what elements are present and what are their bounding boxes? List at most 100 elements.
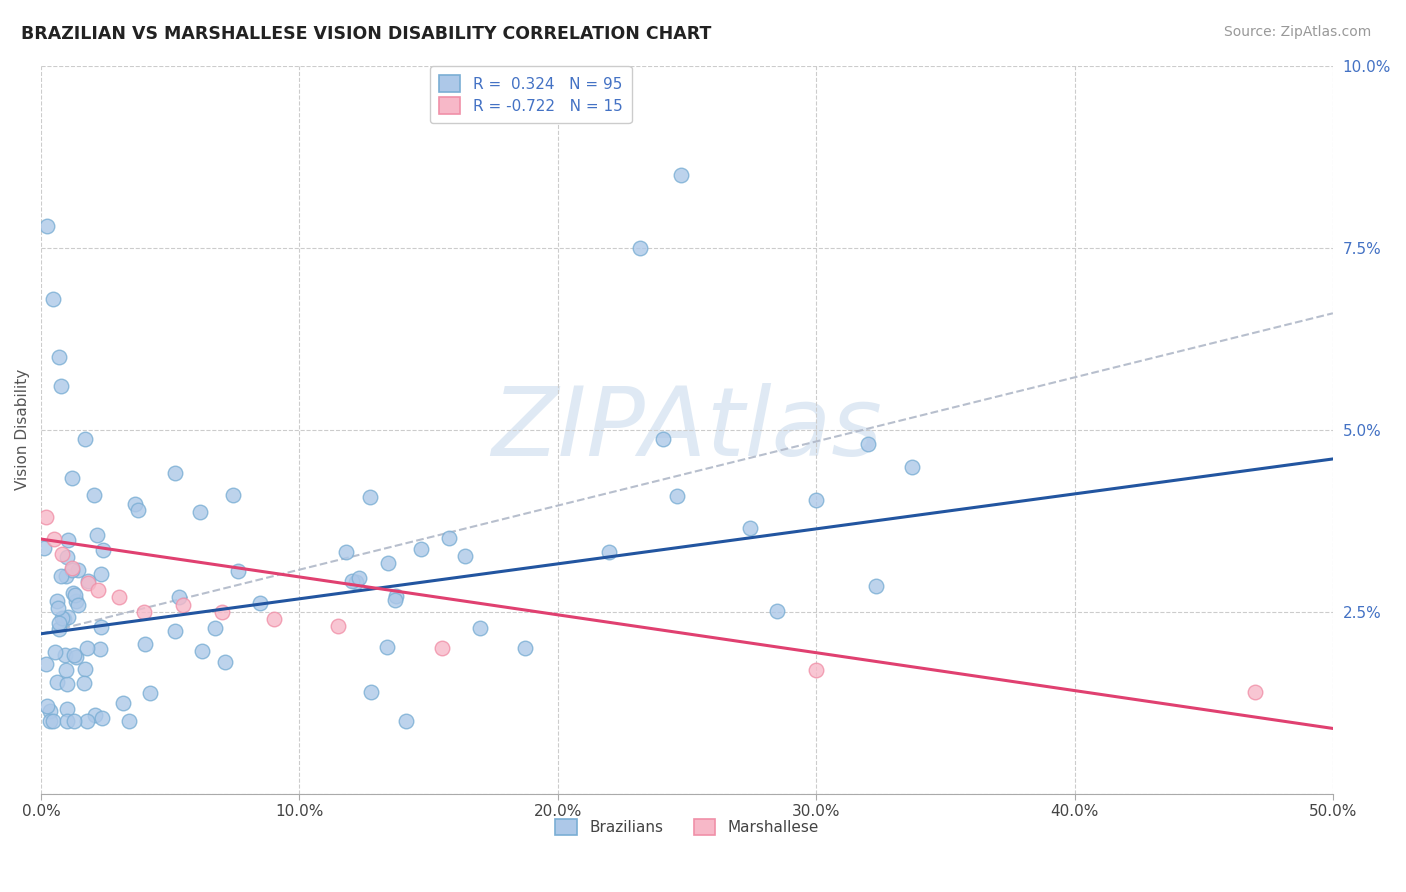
Point (76, 714, 98, 728)
Point (349, 571, 371, 585)
Point (806, 663, 828, 677)
Point (45, 674, 67, 689)
Point (77, 574, 100, 588)
Point (375, 640, 398, 654)
Point (93, 543, 115, 558)
Point (515, 640, 537, 655)
Point (49, 379, 72, 393)
Point (437, 531, 460, 545)
Point (470, 621, 492, 635)
Point (134, 605, 156, 619)
Point (766, 603, 789, 617)
Point (39, 714, 62, 728)
Point (60, 564, 83, 578)
Point (134, 637, 156, 651)
Point (385, 589, 408, 603)
Point (328, 619, 350, 633)
Point (856, 437, 879, 451)
Point (63, 648, 86, 662)
Legend: Brazilians, Marshallese: Brazilians, Marshallese (547, 810, 828, 845)
Point (360, 490, 382, 504)
Point (42, 532, 65, 546)
Point (56, 533, 79, 547)
Point (35, 698, 58, 713)
Point (53, 648, 76, 662)
Point (46, 593, 69, 607)
Point (628, 241, 651, 255)
Point (191, 643, 214, 657)
Text: BRAZILIAN VS MARSHALLESE VISION DISABILITY CORRELATION CHART: BRAZILIAN VS MARSHALLESE VISION DISABILI… (21, 25, 711, 43)
Point (60, 561, 83, 575)
Point (48, 350, 70, 364)
Point (44, 645, 66, 659)
Point (55, 702, 77, 716)
Point (214, 655, 236, 669)
Point (76, 640, 98, 655)
Point (35, 219, 58, 233)
Point (89, 641, 111, 656)
Point (42, 292, 65, 306)
Point (48, 622, 70, 636)
Point (90, 566, 112, 581)
Point (124, 497, 146, 511)
Point (340, 574, 363, 589)
Text: ZIPAtlas: ZIPAtlas (492, 384, 883, 476)
Point (669, 168, 692, 182)
Point (221, 488, 243, 502)
Point (172, 598, 194, 612)
Point (34, 657, 56, 672)
Point (56, 610, 79, 624)
Point (901, 460, 924, 475)
Point (249, 596, 271, 610)
Point (73, 432, 96, 446)
Point (652, 432, 675, 446)
Point (83, 488, 105, 502)
Point (360, 685, 382, 699)
Point (188, 505, 211, 519)
Point (263, 612, 285, 626)
Point (73, 676, 96, 690)
Point (1244, 685, 1267, 699)
Point (395, 714, 418, 728)
Point (738, 521, 761, 535)
Y-axis label: Vision Disability: Vision Disability (15, 369, 30, 491)
Point (211, 605, 233, 619)
Point (107, 591, 129, 605)
Point (163, 624, 186, 639)
Point (53, 612, 76, 626)
Point (60, 470, 83, 484)
Point (204, 621, 226, 635)
Point (56, 677, 79, 691)
Point (806, 492, 828, 507)
Point (65, 649, 87, 664)
Point (51, 547, 73, 561)
Point (48, 615, 70, 630)
Point (35, 510, 58, 524)
Point (65, 594, 87, 608)
Point (76, 575, 98, 590)
Point (32, 541, 55, 555)
Point (46, 601, 69, 615)
Point (167, 590, 190, 604)
Point (39, 705, 62, 719)
Point (90, 620, 112, 634)
Point (453, 549, 475, 563)
Point (865, 579, 887, 593)
Point (90, 711, 112, 725)
Point (335, 545, 357, 559)
Point (55, 664, 77, 678)
Point (344, 574, 367, 589)
Text: Source: ZipAtlas.com: Source: ZipAtlas.com (1223, 25, 1371, 39)
Point (75, 662, 97, 676)
Point (598, 544, 620, 558)
Point (67, 563, 90, 577)
Point (430, 641, 453, 656)
Point (87, 582, 110, 597)
Point (111, 696, 134, 710)
Point (56, 714, 79, 728)
Point (139, 686, 162, 700)
Point (83, 707, 105, 722)
Point (226, 564, 249, 578)
Point (665, 489, 688, 503)
Point (377, 556, 399, 570)
